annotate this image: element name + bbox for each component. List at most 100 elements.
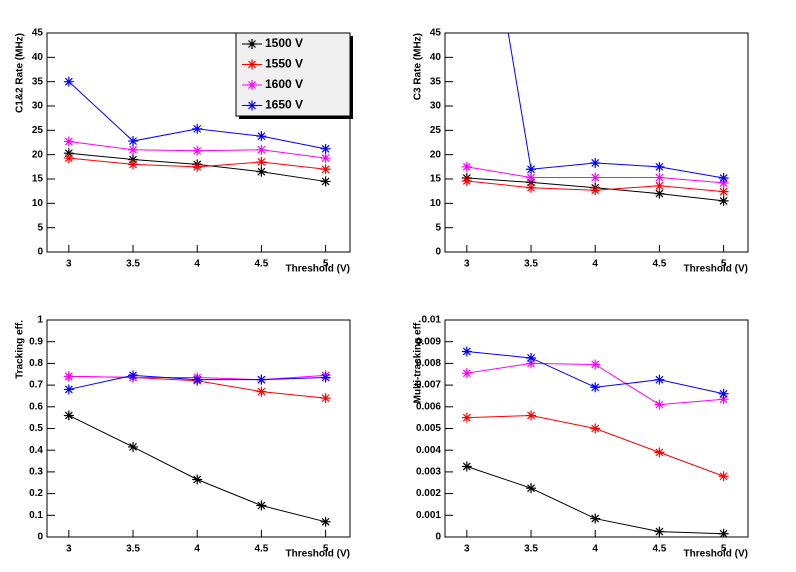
marker: [63, 153, 74, 164]
y-tick-label: 0.6: [29, 401, 43, 412]
y-tick-label: 5: [37, 222, 43, 233]
marker: [526, 483, 537, 494]
x-tick-label: 3: [464, 259, 470, 270]
marker: [320, 143, 331, 154]
marker: [590, 172, 601, 183]
x-tick-label: 4.5: [254, 259, 268, 270]
marker: [718, 173, 729, 184]
legend-label: 1550 V: [265, 57, 303, 71]
marker: [192, 161, 203, 172]
marker: [718, 388, 729, 399]
legend-label: 1600 V: [265, 77, 303, 91]
marker: [320, 164, 331, 175]
marker: [63, 384, 74, 395]
marker: [654, 188, 665, 199]
y-tick-label: 0: [435, 532, 441, 543]
marker: [654, 447, 665, 458]
marker: [718, 471, 729, 482]
y-tick-label: 15: [32, 174, 44, 185]
marker: [590, 423, 601, 434]
x-axis-label: Threshold (V): [286, 264, 350, 275]
x-tick-label: 4.5: [254, 544, 268, 555]
y-tick-label: 5: [435, 222, 441, 233]
marker: [192, 474, 203, 485]
y-tick-label: 35: [430, 76, 442, 87]
y-tick-label: 0.1: [29, 510, 43, 521]
marker: [461, 412, 472, 423]
marker: [526, 182, 537, 193]
marker: [654, 180, 665, 191]
marker: [128, 159, 139, 170]
x-tick-label: 3: [464, 544, 470, 555]
marker: [320, 153, 331, 164]
y-tick-label: 0.008: [416, 358, 441, 369]
marker: [654, 161, 665, 172]
x-tick-label: 5: [721, 544, 727, 555]
x-tick-label: 4: [194, 544, 200, 555]
marker: [654, 374, 665, 385]
x-tick-label: 3.5: [524, 259, 538, 270]
plot-frame: [46, 319, 351, 538]
x-tick-label: 3: [66, 544, 72, 555]
marker: [461, 161, 472, 172]
marker: [654, 399, 665, 410]
y-tick-label: 40: [32, 52, 44, 63]
y-tick-label: 10: [32, 198, 44, 209]
y-tick-label: 0.8: [29, 358, 43, 369]
y-tick-label: 0.3: [29, 467, 43, 478]
plot-area: [461, 346, 729, 537]
y-axis-label: Multi-tracking eff.: [413, 320, 424, 404]
y-axis-label: C1&2 Rate (MHz): [15, 33, 26, 113]
x-tick-label: 4: [592, 259, 598, 270]
y-tick-label: 0.005: [416, 423, 441, 434]
y-tick-label: 0.4: [29, 445, 43, 456]
marker: [461, 346, 472, 357]
y-tick-label: 0.009: [416, 336, 441, 347]
marker: [461, 368, 472, 379]
marker: [590, 513, 601, 524]
plot-area: [63, 76, 331, 187]
marker: [590, 382, 601, 393]
marker: [63, 76, 74, 87]
y-axis-label: Tracking eff.: [15, 320, 26, 379]
y-tick-label: 0.004: [416, 445, 441, 456]
y-tick-label: 0.006: [416, 401, 441, 412]
y-tick-label: 30: [430, 101, 442, 112]
y-axis-label: C3 Rate (MHz): [413, 33, 424, 100]
y-tick-label: 25: [32, 125, 44, 136]
marker: [718, 195, 729, 206]
x-tick-label: 3.5: [524, 544, 538, 555]
x-tick-label: 4: [194, 259, 200, 270]
y-tick-label: 15: [430, 174, 442, 185]
marker: [320, 372, 331, 383]
y-tick-label: 0.7: [29, 380, 43, 391]
marker: [320, 176, 331, 187]
marker: [256, 166, 267, 177]
marker: [654, 172, 665, 183]
plot-area: [461, 33, 729, 206]
marker: [526, 172, 537, 183]
marker: [320, 516, 331, 527]
x-tick-label: 3: [66, 259, 72, 270]
marker: [461, 175, 472, 186]
x-tick-label: 4: [592, 544, 598, 555]
marker: [526, 164, 537, 175]
marker: [63, 371, 74, 382]
marker: [63, 410, 74, 421]
marker: [526, 352, 537, 363]
marker: [526, 410, 537, 421]
y-tick-label: 1: [37, 315, 43, 326]
y-tick-label: 0: [37, 532, 43, 543]
marker: [718, 186, 729, 197]
marker: [590, 185, 601, 196]
marker: [320, 393, 331, 404]
y-tick-label: 20: [32, 149, 44, 160]
y-tick-label: 0.002: [416, 488, 441, 499]
x-tick-label: 5: [721, 259, 727, 270]
x-tick-label: 4.5: [652, 544, 666, 555]
x-axis-label: Threshold (V): [684, 264, 748, 275]
y-tick-label: 45: [32, 28, 44, 39]
legend-label: 1500 V: [265, 36, 303, 50]
y-tick-label: 0.5: [29, 423, 43, 434]
marker: [63, 136, 74, 147]
